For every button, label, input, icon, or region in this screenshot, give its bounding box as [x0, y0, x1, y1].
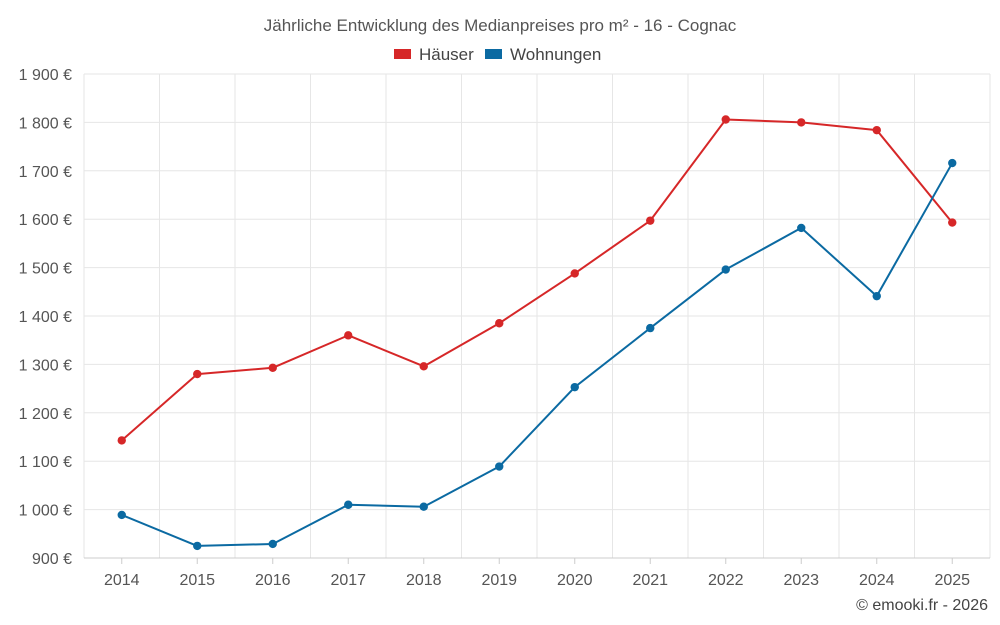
data-point-wohnungen[interactable]	[193, 541, 202, 551]
x-tick-label: 2021	[632, 572, 668, 589]
data-point-wohnungen[interactable]	[872, 291, 881, 301]
grid	[83, 73, 991, 559]
x-tick-label: 2015	[179, 572, 215, 589]
x-tick-label: 2014	[104, 572, 140, 589]
data-point-haeuser[interactable]	[419, 362, 428, 371]
x-axis-ticks: 2014 2015 2016 2017 2018 2019 2020 2021 2022 2023…	[104, 558, 970, 589]
data-point-wohnungen[interactable]	[344, 500, 353, 509]
x-tick-label: 2020	[557, 572, 593, 589]
x-tick-label: 2016	[255, 572, 291, 589]
data-point-haeuser[interactable]	[797, 118, 806, 127]
series-lines	[117, 115, 957, 551]
y-tick-label: 1 400 €	[19, 309, 72, 326]
y-tick-label: 1 600 €	[19, 212, 72, 229]
legend-swatch-haeuser	[394, 49, 411, 59]
x-tick-label: 2018	[406, 572, 442, 589]
x-tick-label: 2025	[934, 572, 970, 589]
legend-label-haeuser: Häuser	[419, 45, 474, 64]
data-point-wohnungen[interactable]	[117, 510, 126, 520]
x-tick-label: 2022	[708, 572, 744, 589]
y-axis-ticks: 900 € 1 000 € 1 100 € 1 200 € 1 300 € 1 400 €…	[19, 67, 72, 568]
data-point-wohnungen[interactable]	[419, 502, 428, 511]
y-tick-label: 1 000 €	[19, 503, 72, 520]
y-tick-label: 1 500 €	[19, 261, 72, 278]
data-point-wohnungen[interactable]	[797, 223, 806, 233]
data-point-haeuser[interactable]	[117, 436, 126, 445]
series-line-haeuser	[121, 118, 954, 442]
y-tick-label: 1 200 €	[19, 406, 72, 423]
y-tick-label: 900 €	[32, 551, 72, 568]
x-tick-label: 2023	[783, 572, 819, 589]
legend-swatch-wohnungen	[485, 49, 502, 59]
chart-title: Jährliche Entwicklung des Medianpreises …	[264, 16, 737, 35]
data-point-haeuser[interactable]	[948, 218, 957, 227]
data-point-haeuser[interactable]	[344, 331, 353, 340]
x-tick-label: 2019	[481, 572, 517, 589]
y-tick-label: 1 900 €	[19, 67, 72, 84]
data-point-haeuser[interactable]	[193, 369, 202, 379]
data-point-haeuser[interactable]	[872, 125, 881, 135]
y-tick-label: 1 100 €	[19, 454, 72, 471]
data-point-haeuser[interactable]	[646, 216, 655, 225]
credit-text: © emooki.fr - 2026	[856, 597, 988, 614]
legend-label-wohnungen: Wohnungen	[510, 45, 601, 64]
x-tick-label: 2024	[859, 572, 895, 589]
data-point-haeuser[interactable]	[268, 363, 277, 372]
y-tick-label: 1 800 €	[19, 115, 72, 132]
series-line-wohnungen	[121, 162, 954, 547]
data-point-wohnungen[interactable]	[570, 382, 579, 392]
data-point-wohnungen[interactable]	[948, 158, 957, 168]
data-point-haeuser[interactable]	[495, 319, 504, 328]
data-point-haeuser[interactable]	[721, 115, 730, 124]
data-point-wohnungen[interactable]	[721, 265, 730, 274]
data-point-wohnungen[interactable]	[646, 323, 655, 333]
y-tick-label: 1 700 €	[19, 164, 72, 181]
data-point-wohnungen[interactable]	[495, 462, 504, 471]
x-tick-label: 2017	[330, 572, 366, 589]
data-point-haeuser[interactable]	[570, 269, 579, 278]
y-tick-label: 1 300 €	[19, 357, 72, 374]
data-point-wohnungen[interactable]	[268, 539, 277, 549]
legend: Häuser Wohnungen	[394, 45, 601, 64]
